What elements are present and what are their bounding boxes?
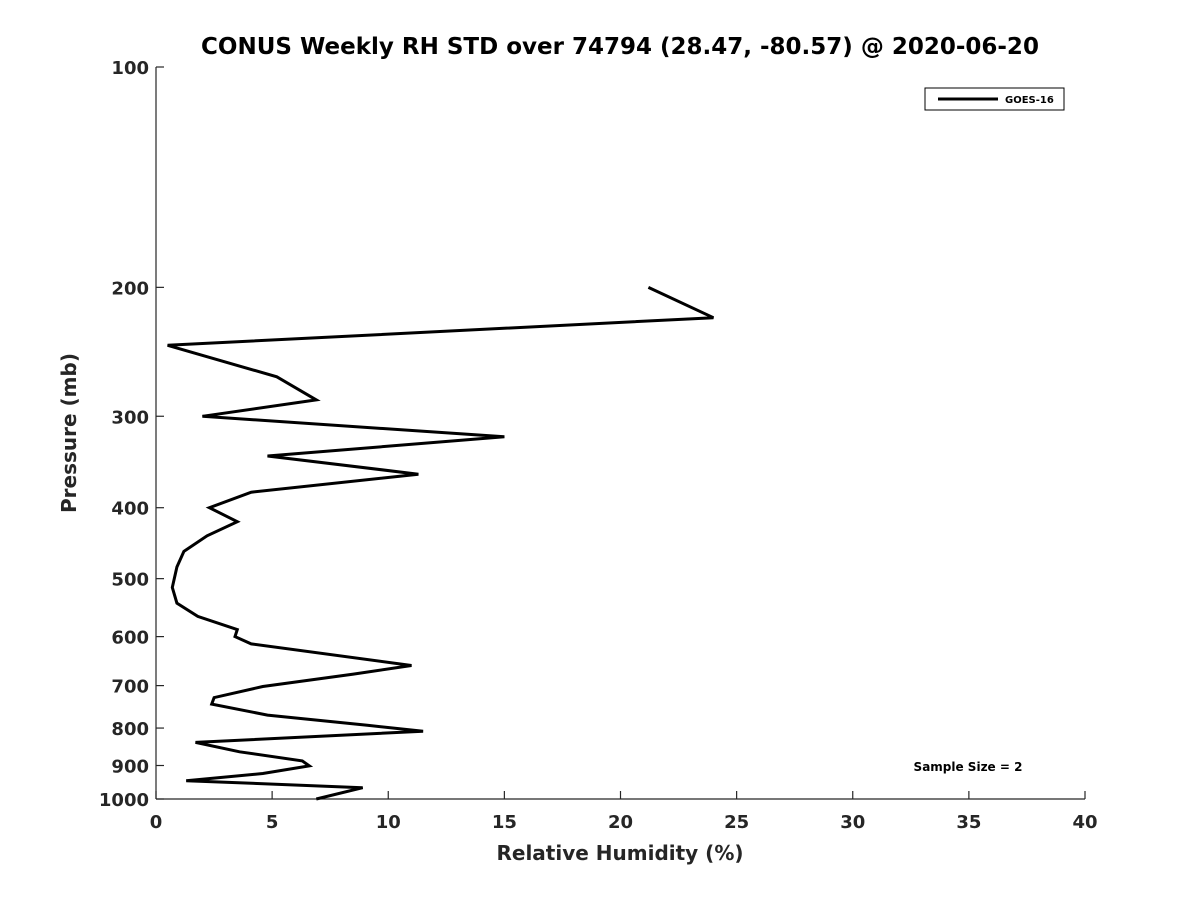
x-tick-label: 40 — [1072, 812, 1097, 833]
y-tick-label: 200 — [111, 278, 149, 299]
sample-size-annotation: Sample Size = 2 — [914, 760, 1023, 774]
y-tick-label: 900 — [111, 757, 149, 778]
x-tick-label: 25 — [724, 812, 749, 833]
y-tick-label: 100 — [111, 58, 149, 79]
y-tick-label: 1000 — [99, 790, 149, 811]
x-tick-label: 10 — [376, 812, 401, 833]
legend-label-goes-16: GOES-16 — [1005, 95, 1054, 106]
y-tick-label: 400 — [111, 499, 149, 520]
y-tick-label: 600 — [111, 628, 149, 649]
y-tick-label: 500 — [111, 570, 149, 591]
x-tick-label: 30 — [840, 812, 865, 833]
x-tick-label: 0 — [150, 812, 163, 833]
ticks: 0 5 10 15 20 25 30 35 40 100 200 300 400 500 600 700 800… — [99, 58, 1098, 833]
x-axis-label: Relative Humidity (%) — [496, 841, 743, 865]
series-line-goes-16 — [167, 286, 715, 801]
x-tick-label: 5 — [266, 812, 279, 833]
y-axis-label: Pressure (mb) — [57, 353, 81, 513]
x-tick-label: 35 — [956, 812, 981, 833]
y-tick-label: 700 — [111, 677, 149, 698]
chart-title: CONUS Weekly RH STD over 74794 (28.47, -… — [201, 34, 1039, 60]
legend: GOES-16 — [924, 87, 1065, 111]
y-tick-label: 300 — [111, 407, 149, 428]
y-tick-label: 800 — [111, 719, 149, 740]
x-tick-label: 15 — [492, 812, 517, 833]
x-tick-label: 20 — [608, 812, 633, 833]
